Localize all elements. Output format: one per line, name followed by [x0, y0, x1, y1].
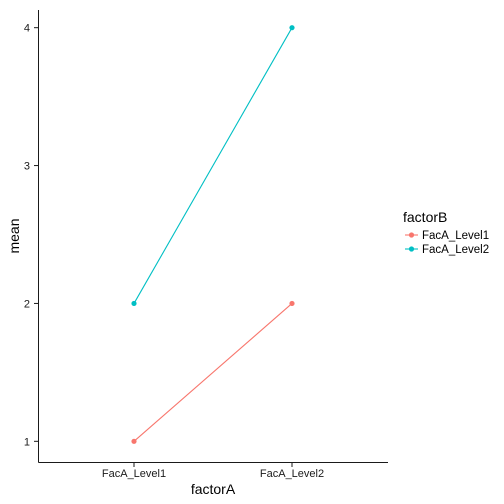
y-axis-title: mean	[6, 218, 22, 253]
y-tick-label: 3	[24, 161, 30, 173]
data-point-2-1	[131, 300, 137, 307]
data-point-2-2	[289, 25, 295, 31]
legend: factorB FacA_Level1 FacA_Level2	[403, 209, 489, 256]
data-point-1-1	[131, 438, 137, 444]
legend-label: FacA_Level2	[422, 244, 489, 256]
legend-items: FacA_Level1 FacA_Level2	[405, 230, 489, 256]
y-tick-label: 4	[24, 23, 30, 35]
legend-label: FacA_Level1	[422, 230, 489, 242]
x-ticks: FacA_Level1 FacA_Level2	[102, 462, 324, 480]
series-line-2	[133, 27, 293, 304]
legend-title: factorB	[403, 209, 447, 225]
y-ticks: 1 2 3 4	[24, 23, 39, 448]
x-tick-label: FacA_Level2	[260, 468, 324, 480]
legend-key-point	[408, 246, 415, 252]
series-layer	[131, 25, 295, 444]
series-line-1	[133, 303, 293, 442]
x-tick-label: FacA_Level1	[102, 468, 166, 480]
y-tick-label: 2	[24, 298, 30, 310]
y-tick-label: 1	[24, 436, 30, 448]
axes	[38, 10, 388, 463]
legend-key-point	[408, 232, 415, 238]
data-point-1-2	[289, 300, 295, 307]
x-axis-title: factorA	[191, 481, 236, 497]
